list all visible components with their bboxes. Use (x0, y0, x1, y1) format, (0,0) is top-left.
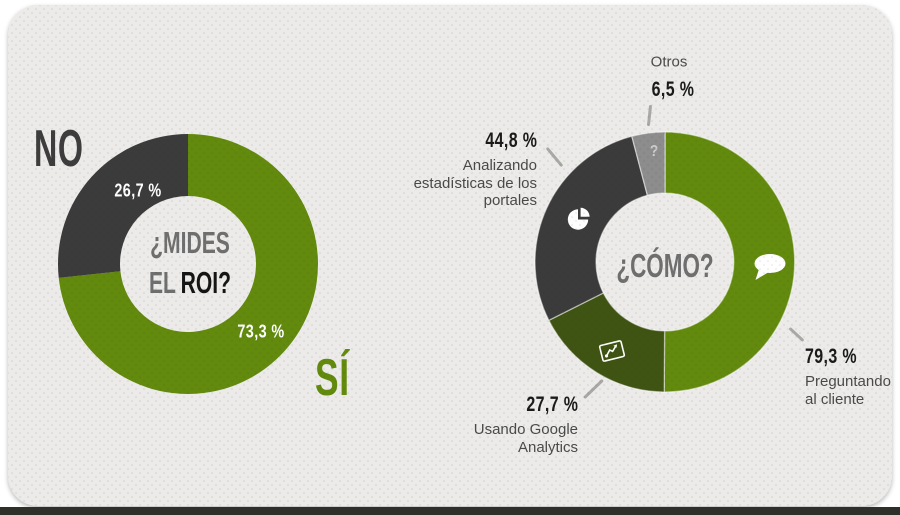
roi-donut-chart (57, 134, 318, 394)
roi-question-el: EL (148, 265, 176, 300)
donut-slice-otros (631, 131, 666, 197)
roi-question-line2: EL ROI? (149, 263, 231, 303)
callout-preguntando-text: Preguntando al cliente (805, 373, 891, 408)
analytics-board-icon (598, 340, 626, 362)
donut-slice-usando-google-analytics (547, 292, 666, 393)
callout-analizando-value: 44,8 % (485, 129, 537, 152)
donut-slice-analizando-estadísticas-de-los-portales (534, 135, 649, 322)
como-donut-chart (534, 131, 796, 393)
roi-question-roi: ROI? (180, 265, 232, 300)
callout-preguntando-value: 79,3 % (805, 345, 857, 368)
donut-slice-sí (58, 134, 318, 394)
donut-slice-preguntando-al-cliente (663, 131, 796, 393)
answer-label-si: SÍ (315, 349, 350, 407)
speech-bubble-icon (754, 254, 786, 280)
callout-otros-label: Otros (650, 53, 688, 71)
pie-chart-icon (567, 207, 590, 230)
roi-question-line1: ¿MIDES (150, 225, 230, 260)
answer-label-no: NO (34, 120, 84, 178)
callout-analizando: 44,8 % Analizando estadísticas de los po… (414, 129, 537, 210)
roi-no-percent: 26,7 % (114, 180, 162, 201)
roi-center-question: ¿MIDES EL ROI? (149, 223, 231, 303)
question-mark-icon: ? (649, 143, 659, 160)
callout-otros-value: 6,5 % (651, 78, 695, 101)
callout-analizando-text: Analizando estadísticas de los portales (413, 157, 537, 209)
callout-usando-value: 27,7 % (526, 393, 578, 416)
roi-si-percent: 73,3 % (237, 321, 285, 342)
como-center-question: ¿CÓMO? (616, 247, 714, 284)
donut-slice-no (57, 134, 188, 278)
callout-usando: 27,7 % Usando Google Analytics (474, 393, 578, 456)
callout-preguntando: 79,3 % Preguntando al cliente (805, 345, 891, 408)
bottom-dark-strip (0, 507, 900, 515)
callout-usando-text: Usando Google Analytics (473, 421, 578, 456)
